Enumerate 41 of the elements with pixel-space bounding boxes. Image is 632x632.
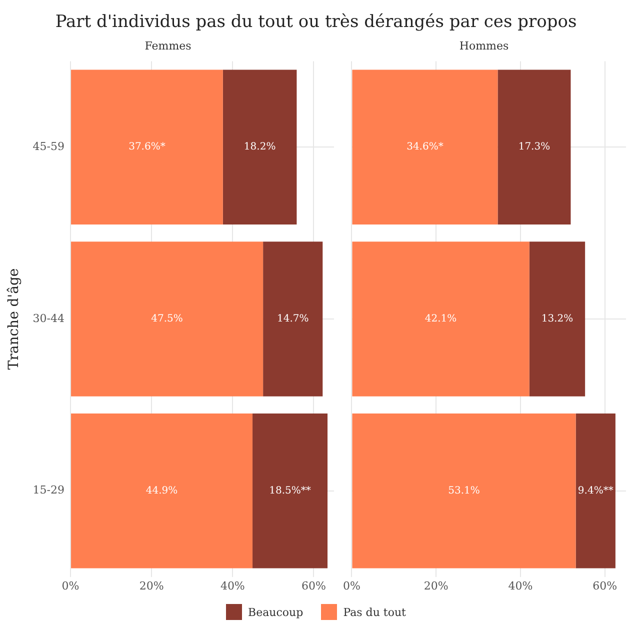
bar [71, 242, 264, 396]
x-tick-label: 60% [302, 579, 326, 592]
bar [352, 70, 498, 224]
bar [71, 70, 223, 224]
legend-label: Pas du tout [343, 606, 406, 618]
data-label: 34.6%* [406, 142, 444, 153]
bar [252, 414, 328, 568]
legend-label: Beaucoup [248, 606, 304, 618]
data-label: 14.7% [276, 314, 309, 325]
data-label: 13.2% [541, 314, 574, 325]
data-label: 44.9% [146, 485, 178, 496]
bar [263, 242, 323, 396]
bar [352, 242, 530, 396]
x-tick-label: 20% [139, 579, 164, 592]
data-label: 17.3% [518, 142, 550, 153]
x-tick-label: 40% [220, 579, 245, 592]
bar [498, 70, 571, 224]
bar [529, 242, 586, 396]
chart-title: Part d'individus pas du tout ou très dérangés par ces propos [54, 11, 578, 34]
bar [576, 414, 616, 568]
x-tick-label: 0% [343, 579, 360, 592]
bar [352, 414, 576, 568]
y-tick-label: 30-44 [32, 312, 65, 325]
x-tick-label: 0% [62, 579, 80, 592]
data-label: 18.2% [244, 142, 276, 153]
y-tick-label: 15-29 [32, 484, 65, 497]
x-tick-label: 60% [592, 579, 618, 592]
chart-subtitle: Femmes [144, 39, 192, 52]
bar [222, 70, 297, 224]
data-label: 42.1% [424, 314, 457, 325]
data-label: 53.1% [448, 485, 480, 496]
x-tick-label: 40% [508, 579, 533, 592]
y-tick-label: 45-59 [32, 140, 65, 153]
data-label: 18.5%** [269, 485, 311, 496]
chart-subtitle: Hommes [459, 39, 509, 52]
data-label: 37.6%* [128, 142, 166, 153]
x-tick-label: 20% [424, 579, 448, 592]
y-axis-title: Tranche d'âge [6, 268, 22, 370]
data-label: 47.5% [151, 314, 183, 325]
data-label: 9.4%** [578, 485, 614, 496]
bar [71, 414, 253, 568]
